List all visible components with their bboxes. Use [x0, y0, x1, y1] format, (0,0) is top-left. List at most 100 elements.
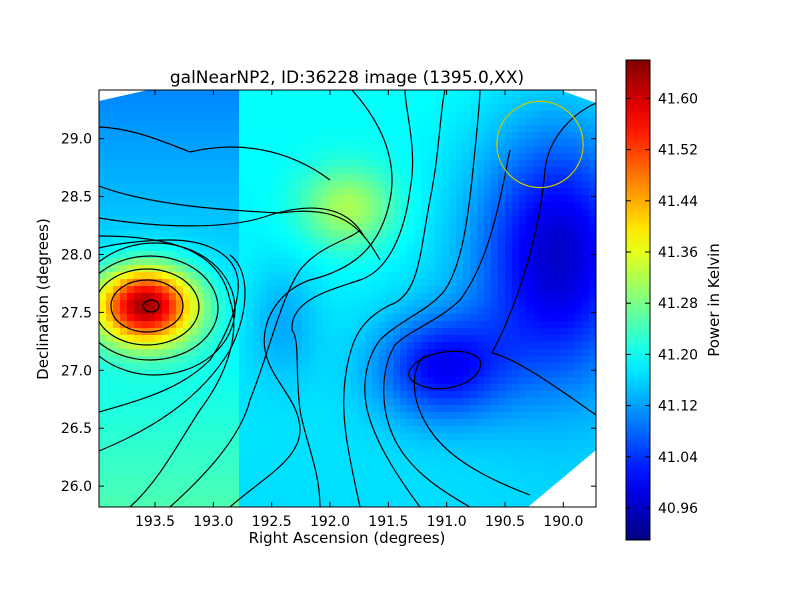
heatmap-cell — [400, 258, 408, 266]
heatmap-cell — [407, 419, 415, 427]
heatmap-cell — [435, 454, 443, 462]
heatmap-cell — [505, 447, 513, 455]
heatmap-cell — [491, 104, 499, 112]
heatmap-cell — [435, 391, 443, 399]
heatmap-cell — [554, 377, 562, 385]
heatmap-cell — [491, 167, 499, 175]
heatmap-cell — [344, 482, 352, 490]
heatmap-cell — [589, 195, 596, 203]
heatmap-cell — [456, 125, 464, 133]
heatmap-cell — [337, 370, 345, 378]
heatmap-cell — [155, 209, 163, 217]
heatmap-cell — [575, 153, 583, 161]
heatmap-cell — [239, 174, 247, 182]
heatmap-cell — [225, 363, 233, 371]
heatmap-cell — [134, 104, 142, 112]
heatmap-cell — [337, 146, 345, 154]
heatmap-cell — [127, 230, 135, 238]
heatmap-cell — [505, 104, 513, 112]
heatmap-cell — [197, 230, 205, 238]
heatmap-cell — [386, 104, 394, 112]
heatmap-cell — [134, 174, 142, 182]
heatmap-cell — [232, 139, 240, 147]
heatmap-cell — [337, 426, 345, 434]
heatmap-cell — [211, 447, 219, 455]
heatmap-cell — [386, 272, 394, 280]
heatmap-cell — [330, 461, 338, 469]
heatmap-cell — [169, 132, 177, 140]
heatmap-cell — [435, 167, 443, 175]
heatmap-cell — [274, 475, 282, 483]
heatmap-cell — [393, 356, 401, 364]
heatmap-cell — [344, 461, 352, 469]
heatmap-cell — [386, 454, 394, 462]
heatmap-cell — [183, 216, 191, 224]
heatmap-cell — [435, 328, 443, 336]
heatmap-cell — [169, 447, 177, 455]
heatmap-cell — [365, 300, 373, 308]
heatmap-cell — [141, 279, 149, 287]
heatmap-cell — [498, 118, 506, 126]
heatmap-cell — [519, 202, 527, 210]
heatmap-cell — [330, 139, 338, 147]
heatmap-cell — [162, 335, 170, 343]
heatmap-cell — [190, 244, 198, 252]
heatmap-cell — [372, 97, 380, 105]
heatmap-cell — [428, 272, 436, 280]
heatmap-cell — [309, 335, 317, 343]
heatmap-cell — [260, 398, 268, 406]
heatmap-cell — [260, 412, 268, 420]
heatmap-cell — [393, 496, 401, 504]
heatmap-cell — [225, 307, 233, 315]
heatmap-cell — [484, 503, 492, 507]
heatmap-cell — [498, 370, 506, 378]
heatmap-cell — [582, 160, 590, 168]
heatmap-cell — [456, 454, 464, 462]
missing-corner-top-left — [99, 90, 148, 101]
heatmap-cell — [491, 328, 499, 336]
heatmap-cell — [274, 195, 282, 203]
heatmap-cell — [477, 146, 485, 154]
heatmap-cell — [169, 167, 177, 175]
heatmap-cell — [463, 391, 471, 399]
heatmap-cell — [421, 174, 429, 182]
heatmap-cell — [148, 181, 156, 189]
heatmap-cell — [197, 419, 205, 427]
heatmap-cell — [99, 286, 107, 294]
heatmap-cell — [274, 335, 282, 343]
heatmap-cell — [568, 188, 576, 196]
heatmap-cell — [505, 97, 513, 105]
heatmap-cell — [477, 482, 485, 490]
heatmap-cell — [428, 412, 436, 420]
heatmap-cell — [463, 244, 471, 252]
heatmap-cell — [141, 468, 149, 476]
heatmap-cell — [344, 111, 352, 119]
heatmap-cell — [330, 482, 338, 490]
heatmap-cell — [281, 279, 289, 287]
heatmap-cell — [120, 300, 128, 308]
heatmap-cell — [246, 496, 254, 504]
heatmap-cell — [484, 321, 492, 329]
heatmap-cell — [344, 300, 352, 308]
heatmap-cell — [169, 377, 177, 385]
heatmap-cell — [456, 321, 464, 329]
heatmap-cell — [295, 244, 303, 252]
heatmap-cell — [372, 475, 380, 483]
heatmap-cell — [512, 237, 520, 245]
heatmap-cell — [253, 90, 261, 98]
heatmap-cell — [477, 475, 485, 483]
heatmap-cell — [134, 153, 142, 161]
heatmap-cell — [505, 405, 513, 413]
heatmap-cell — [190, 125, 198, 133]
heatmap-cell — [358, 146, 366, 154]
heatmap-cell — [449, 195, 457, 203]
heatmap-cell — [239, 132, 247, 140]
heatmap-cell — [379, 300, 387, 308]
heatmap-cell — [239, 230, 247, 238]
heatmap-cell — [218, 160, 226, 168]
heatmap-cell — [358, 286, 366, 294]
heatmap-cell — [169, 419, 177, 427]
heatmap-cell — [568, 174, 576, 182]
heatmap-cell — [337, 468, 345, 476]
heatmap-cell — [176, 209, 184, 217]
